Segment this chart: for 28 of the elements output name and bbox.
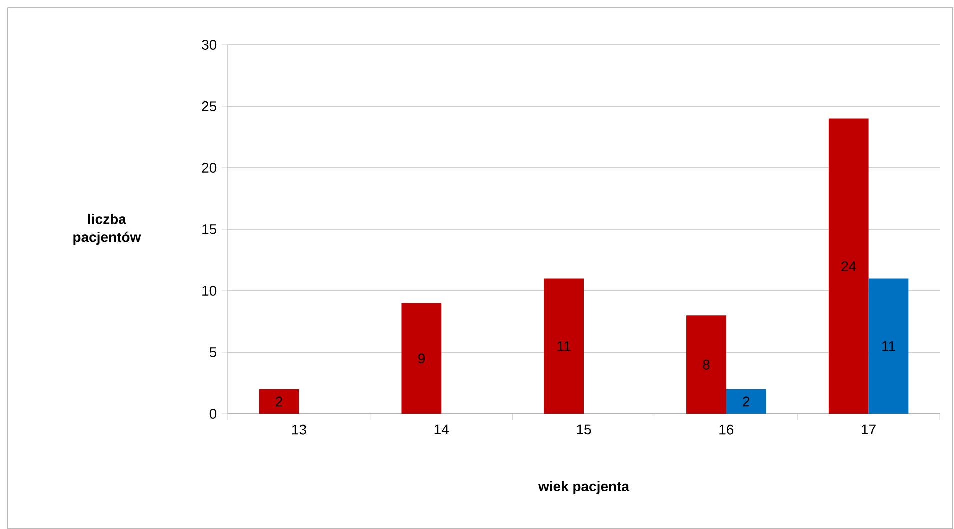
bar xyxy=(259,389,300,414)
y-tick-label: 0 xyxy=(210,409,217,419)
data-label: 11 xyxy=(558,342,571,352)
y-tick-label: 5 xyxy=(210,348,217,358)
x-tick-label: 15 xyxy=(577,424,592,435)
y-tick-label: 20 xyxy=(202,163,217,173)
y-axis-title: liczba pacjentów xyxy=(74,214,142,246)
y-tick-label: 15 xyxy=(202,224,217,234)
x-tick-label: 16 xyxy=(720,424,734,435)
y-tick-label: 10 xyxy=(202,286,217,296)
x-axis-title: wiek pacjenta xyxy=(538,481,630,494)
bar xyxy=(726,389,766,414)
data-label: 9 xyxy=(418,354,425,364)
y-tick-label: 30 xyxy=(202,40,217,50)
x-tick-label: 17 xyxy=(862,424,876,434)
data-label: 8 xyxy=(703,360,710,370)
bar xyxy=(868,278,909,414)
bar xyxy=(544,278,584,414)
data-label: 2 xyxy=(276,396,282,407)
data-label: 24 xyxy=(842,262,856,272)
data-label: 2 xyxy=(743,396,750,407)
data-label: 11 xyxy=(882,342,896,352)
bar xyxy=(686,316,726,414)
bar xyxy=(828,118,869,414)
bar xyxy=(402,303,442,414)
y-tick-label: 25 xyxy=(202,102,217,112)
x-tick-label: 13 xyxy=(292,424,306,435)
x-tick-label: 14 xyxy=(434,424,449,434)
